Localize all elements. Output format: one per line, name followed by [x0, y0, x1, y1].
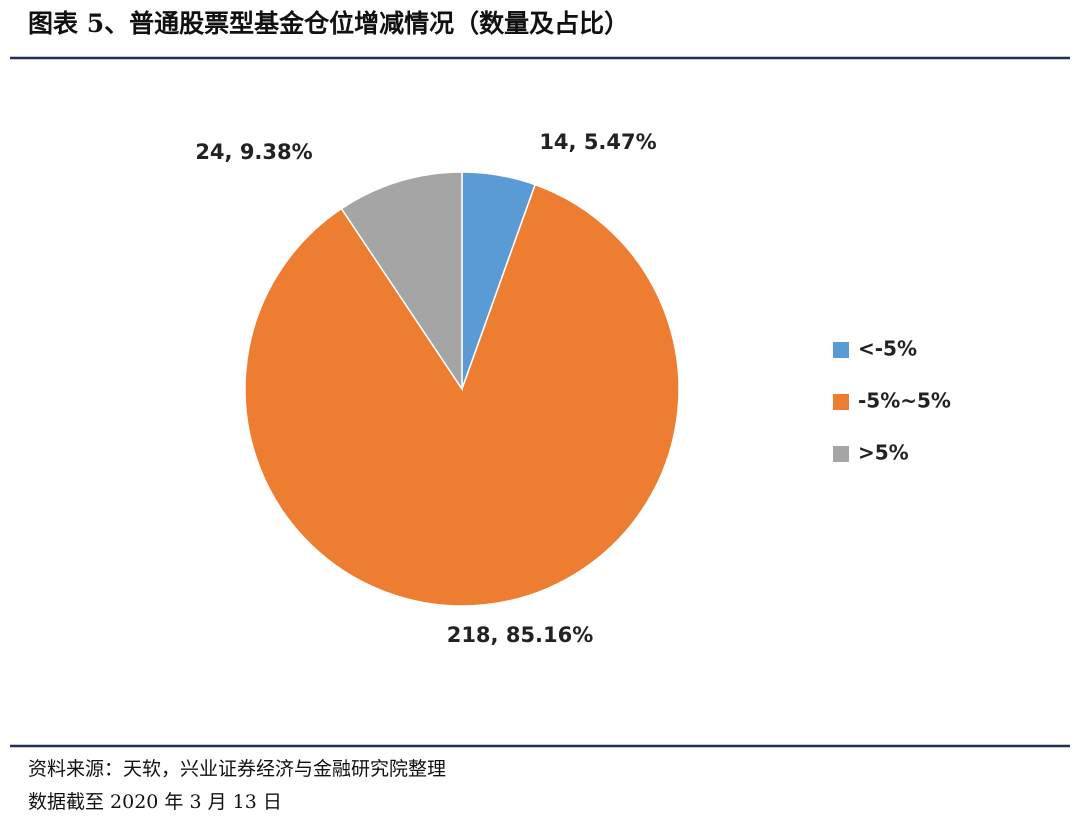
data-label: 24, 9.38% [195, 140, 312, 164]
source: 资料来源：天软，兴业证券经济与金融研究院整理 [28, 758, 446, 780]
legend-swatch [833, 342, 849, 358]
legend-swatch [833, 446, 849, 462]
data-label: 218, 85.16% [447, 623, 594, 647]
pie-slice [244, 183, 680, 607]
chart-title: 图表 5、普通股票型基金仓位增减情况（数量及占比） [28, 9, 629, 38]
pie-slice [340, 171, 463, 392]
data-label: 14, 5.47% [539, 130, 656, 154]
legend-swatch [833, 394, 849, 410]
legend-label: >5% [858, 441, 909, 465]
note: 数据截至 2020 年 3 月 13 日 [28, 791, 282, 813]
legend-label: <-5% [858, 337, 917, 361]
legend-label: -5%~5% [858, 389, 951, 413]
